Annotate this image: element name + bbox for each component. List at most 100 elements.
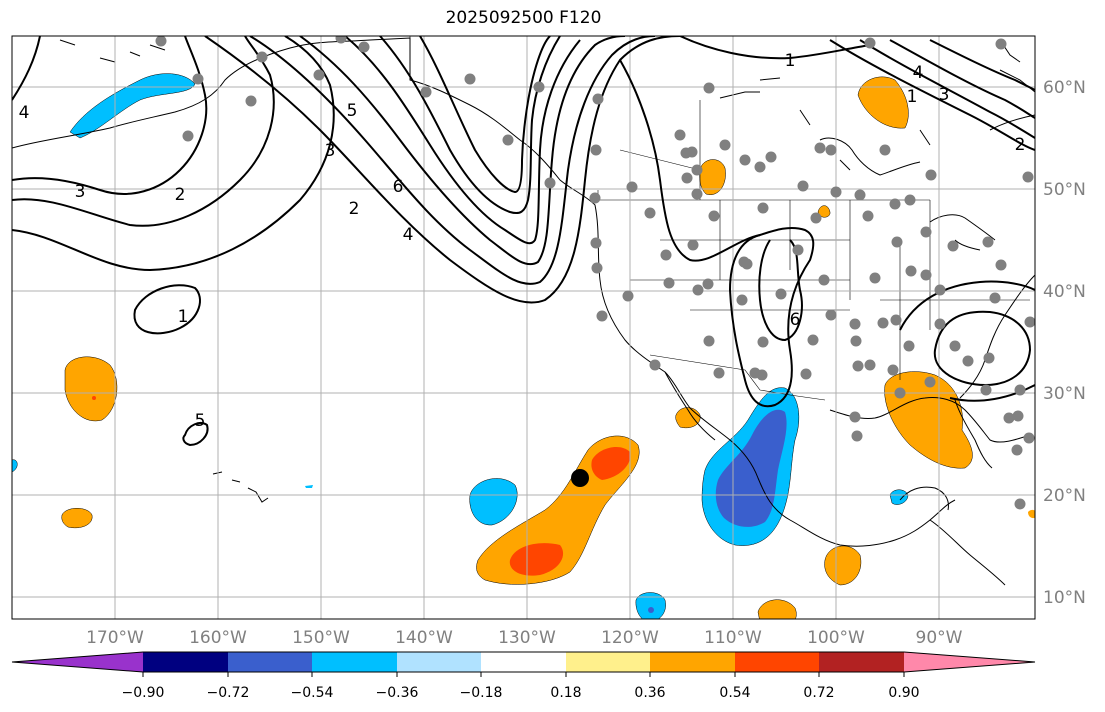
station-marker [1014, 384, 1026, 396]
station-marker [1011, 444, 1023, 456]
station-marker [904, 194, 916, 206]
colorbar-tick-label: −0.36 [376, 685, 419, 701]
contour-label: 5 [347, 101, 358, 121]
positive-anomaly-area [64, 356, 118, 422]
colorbar-tick-label: 0.18 [550, 685, 581, 701]
lon-label: 130°W [498, 628, 556, 648]
station-marker [818, 274, 830, 286]
station-marker [703, 82, 715, 94]
station-marker [626, 181, 638, 193]
positive-anomaly-area [61, 508, 93, 529]
station-marker [757, 202, 769, 214]
colorbar-tick-label: −0.90 [122, 685, 165, 701]
station-marker [920, 226, 932, 238]
lon-label: 140°W [395, 628, 453, 648]
strong-positive-anomaly-area [509, 543, 564, 576]
colorbar-segment [312, 652, 397, 672]
station-marker [924, 376, 936, 388]
positive-anomaly-area [675, 407, 701, 429]
station-marker [736, 294, 748, 306]
station-marker [792, 244, 804, 256]
colorbar [11, 651, 1036, 677]
station-marker [830, 186, 842, 198]
station-marker [533, 81, 545, 93]
station-marker [889, 198, 901, 210]
colorbar-tick-label: 0.36 [634, 685, 665, 701]
positive-anomaly-area [857, 76, 909, 129]
station-marker [681, 172, 693, 184]
station-marker [702, 278, 714, 290]
station-marker [854, 189, 866, 201]
lon-label: 170°W [86, 628, 144, 648]
station-marker [891, 236, 903, 248]
station-marker [864, 37, 876, 49]
station-marker [934, 318, 946, 330]
station-marker [713, 367, 725, 379]
station-marker [686, 146, 698, 158]
colorbar-tick-label: 0.90 [888, 685, 919, 701]
colorbar-segment [228, 652, 312, 672]
station-marker [862, 210, 874, 222]
station-marker [849, 318, 861, 330]
contour-label: 1 [178, 307, 189, 327]
station-marker [590, 144, 602, 156]
lat-label: 20°N [1043, 486, 1086, 506]
contour-label: 5 [195, 411, 206, 431]
station-marker [894, 387, 906, 399]
colorbar-segment [143, 652, 228, 672]
colorbar-segment [819, 652, 904, 672]
station-marker [756, 369, 768, 381]
station-marker [739, 154, 751, 166]
station-marker [256, 51, 268, 63]
contour-label-layer: 1 2 3 4 5 6 1 2 3 4 5 6 1 2 3 4 [19, 51, 1026, 431]
station-marker [687, 239, 699, 251]
map-title: 2025092500 F120 [445, 8, 602, 28]
station-marker [692, 284, 704, 296]
station-marker [995, 38, 1007, 50]
station-marker [590, 237, 602, 249]
colorbar-segment [397, 652, 481, 672]
contour-label: 3 [75, 182, 86, 202]
station-marker [825, 309, 837, 321]
colorbar-tick-label: 0.54 [719, 685, 750, 701]
station-marker [245, 95, 257, 107]
lat-label: 50°N [1043, 180, 1086, 200]
station-marker [962, 355, 974, 367]
positive-anomaly-area [1028, 509, 1035, 519]
lon-label: 120°W [601, 628, 659, 648]
border-layer [409, 36, 1030, 401]
lon-label: 150°W [292, 628, 350, 648]
lat-label: 10°N [1043, 588, 1086, 608]
station-marker [591, 262, 603, 274]
station-marker [1014, 498, 1026, 510]
station-marker [192, 73, 204, 85]
colorbar-tick-label: −0.72 [207, 685, 250, 701]
station-marker [1022, 171, 1034, 183]
station-marker [596, 310, 608, 322]
contour-label: 6 [790, 310, 801, 330]
lat-label: 30°N [1043, 384, 1086, 404]
colorbar-tick-label: 0.72 [803, 685, 834, 701]
colorbar-segment [481, 652, 566, 672]
station-marker [674, 129, 686, 141]
latitude-labels: 60°N 50°N 40°N 30°N 20°N 10°N [1043, 78, 1086, 608]
station-marker [719, 139, 731, 151]
station-marker [544, 177, 556, 189]
colorbar-segment [904, 652, 1035, 672]
station-marker [502, 134, 514, 146]
station-marker [983, 352, 995, 364]
station-marker [989, 292, 1001, 304]
station-marker [754, 161, 766, 173]
station-marker [622, 290, 634, 302]
lat-label: 60°N [1043, 78, 1086, 98]
station-marker [887, 364, 899, 376]
colorbar-tick-label: −0.18 [460, 685, 503, 701]
lat-label: 40°N [1043, 282, 1086, 302]
station-marker [920, 269, 932, 281]
contour-label: 4 [403, 225, 414, 245]
station-marker [890, 314, 902, 326]
colorbar-tick-label: −0.54 [291, 685, 334, 701]
station-marker [708, 210, 720, 222]
station-marker [644, 207, 656, 219]
colorbar-segment [566, 652, 650, 672]
